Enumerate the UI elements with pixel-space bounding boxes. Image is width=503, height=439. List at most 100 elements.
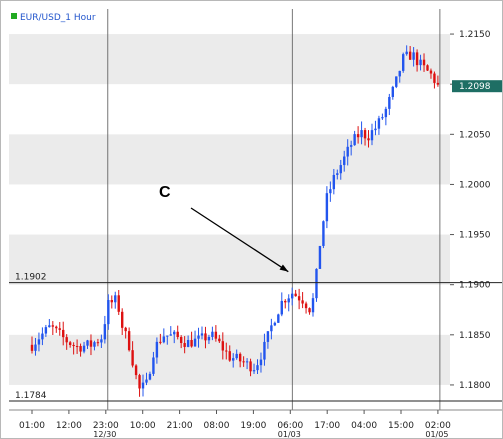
candle-body-up [402,54,405,71]
candle-body-up [152,357,155,374]
candle-body-down [356,134,360,138]
candle-body-up [325,193,329,222]
y-tick-label: 1.1900 [459,281,491,291]
candle-body-up [100,339,103,343]
candle-body-up [259,359,263,366]
candle-body-down [121,311,124,328]
candle-body-up [270,325,273,332]
y-tick-label: 1.2150 [459,30,491,40]
candle-body-up [377,118,381,129]
candle-body-down [79,346,82,352]
x-tick-label: 21:00 [167,421,193,431]
candle-body-up [266,331,270,342]
candle-body-down [62,329,65,338]
candle-body-up [169,334,172,336]
candle-body-up [287,298,290,303]
title-marker-icon [11,13,17,19]
candle-body-up [107,300,110,325]
candle-body-up [41,333,44,340]
candle-body-up [48,325,51,328]
candle-body-down [426,65,429,71]
candle-body-down [131,350,134,366]
candle-body-down [89,340,93,347]
candle-body-up [381,117,384,119]
candle-body-down [30,344,34,351]
x-tick-label: 04:00 [351,421,377,431]
x-tick-label: 23:00 [93,421,119,431]
candle-body-up [166,335,169,337]
candle-body-up [82,345,86,352]
y-tick-label: 1.2050 [459,130,491,140]
candle-body-up [37,339,41,345]
x-date-label: 01/05 [425,430,448,438]
horizontal-levels: 1.1902 1.1784 [9,273,502,402]
candle-body-down [367,138,370,141]
current-price-label: 1.2098 [459,82,491,92]
candle-body-up [346,146,349,157]
candle-body-up [412,52,415,60]
background-band [9,34,450,85]
candle-body-up [280,300,283,315]
candle-body-down [183,343,186,347]
candle-body-up [395,76,398,87]
candle-body-up [34,344,37,351]
candle-body-down [218,338,221,342]
candle-body-up [193,338,197,347]
candle-body-down [124,327,127,332]
candle-body-down [204,333,207,341]
candle-body-up [186,339,190,347]
x-tick-label: 01:00 [19,421,45,431]
x-tick-label: 02:00 [425,421,451,431]
candle-body-down [284,300,287,303]
candle-body-down [308,308,311,313]
candle-body-down [159,341,162,343]
candle-body-up [339,165,342,174]
candle-body-down [138,375,141,389]
candle-body-up [200,333,204,336]
candle-body-up [114,295,117,303]
annotation-label: C [159,184,171,201]
candle-body-up [349,145,353,147]
candle-body-down [225,350,228,352]
candle-body-down [408,51,412,60]
candle-body-up [343,156,346,166]
candles-group [30,45,440,397]
candle-body-up [207,336,211,341]
candle-body-down [117,295,120,312]
y-tick-label: 1.1800 [459,381,491,391]
candle-body-up [86,340,89,346]
x-tick-label: 08:00 [204,421,230,431]
candle-body-down [436,82,440,85]
candle-body-up [93,342,96,347]
background-band [9,134,450,185]
annotation-group: C [159,184,289,273]
candle-body-up [148,373,152,380]
y-tick-label: 1.1950 [459,231,491,241]
candle-body-up [353,134,356,146]
background-band [9,234,450,285]
candle-body-down [58,328,61,330]
candle-body-up [256,365,259,371]
candle-body-down [228,351,231,361]
candle-body-down [304,303,308,309]
candle-body-down [68,342,72,345]
candle-body-up [155,341,159,358]
x-tick-label: 10:00 [130,421,156,431]
candle-body-down [221,341,225,351]
candle-body-up [336,173,339,175]
candle-body-down [415,52,419,66]
vertical-gridlines [107,9,441,410]
x-date-label: 01/03 [278,430,301,438]
candle-body-down [301,300,304,304]
candle-body-up [103,324,107,340]
candle-body-down [75,346,79,348]
x-tick-label: 19:00 [240,421,266,431]
candle-body-up [44,327,48,334]
background-bands [9,34,450,385]
candle-body-down [72,344,75,347]
candle-body-down [249,361,252,372]
candle-body-down [190,339,193,347]
candle-body-up [374,128,377,131]
